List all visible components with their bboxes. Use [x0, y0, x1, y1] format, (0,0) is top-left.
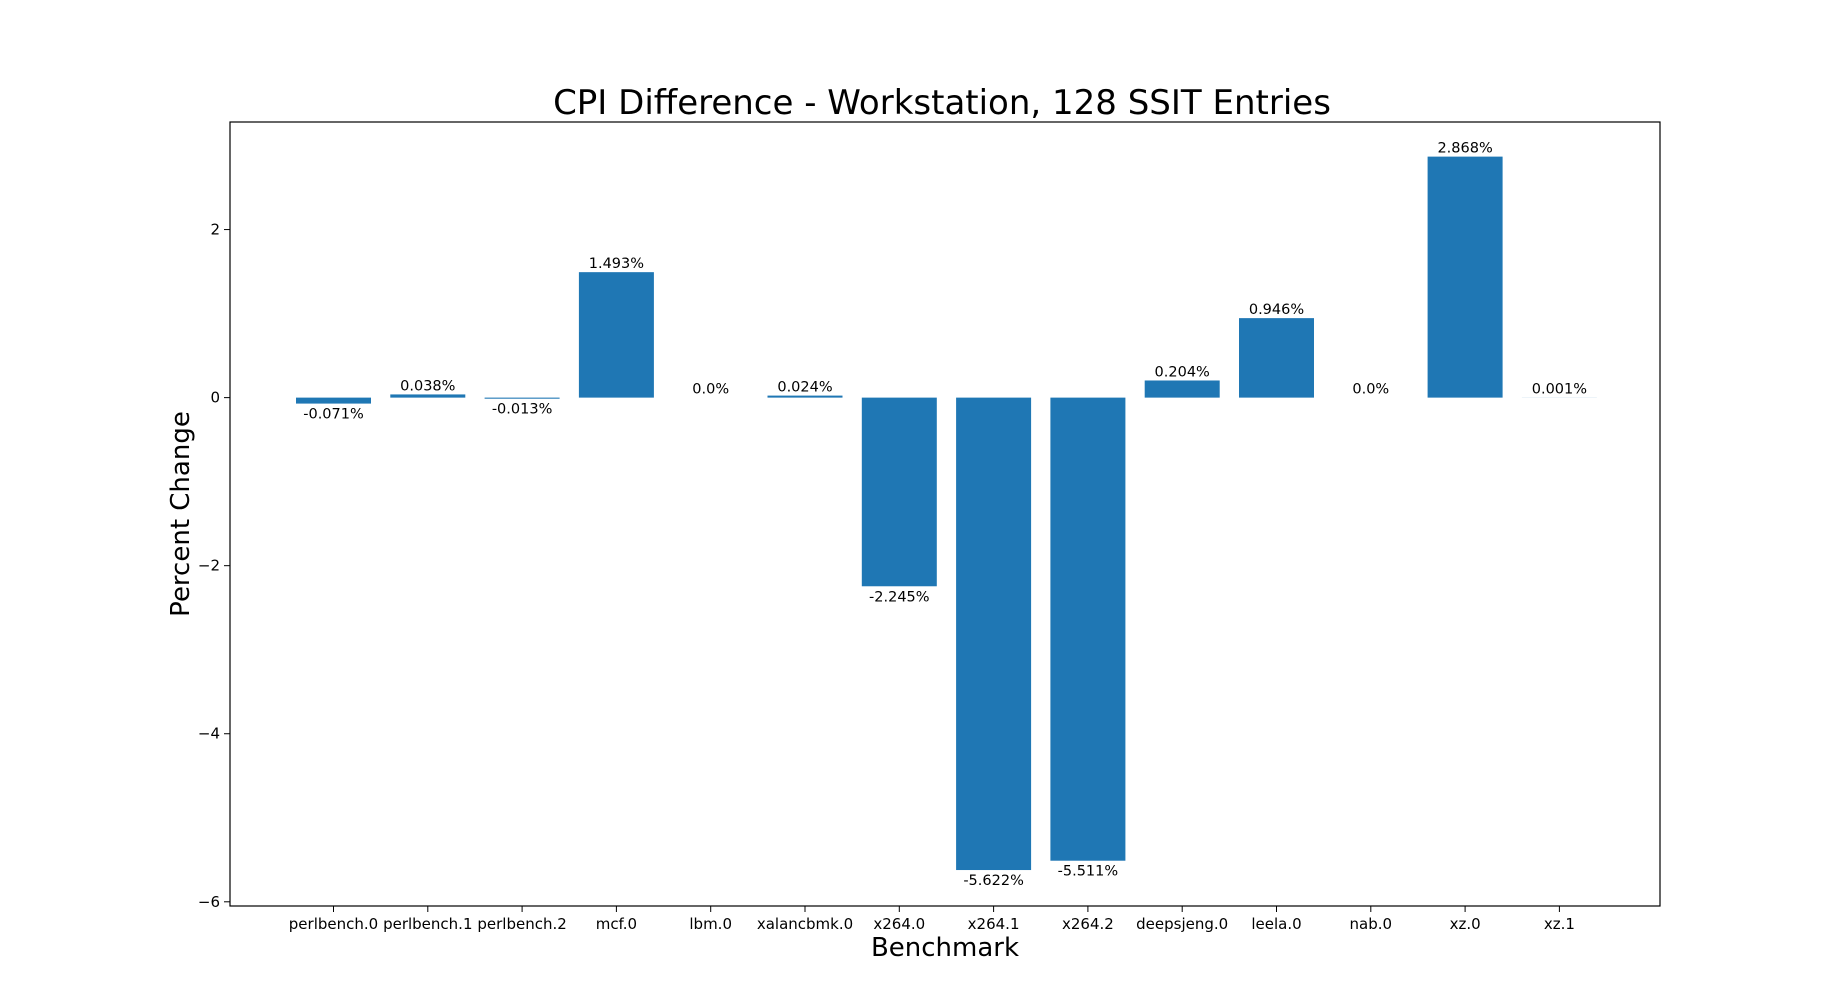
x-tick-label: x264.2 — [1062, 915, 1114, 933]
bar-value-label: 1.493% — [589, 256, 644, 272]
bars-group — [296, 156, 1597, 871]
plot-frame — [229, 121, 1661, 907]
bar-mcf.0 — [578, 272, 654, 398]
bar-perlbench.1 — [390, 394, 466, 398]
x-tick-label: xalancbmk.0 — [757, 915, 853, 933]
x-tick-label: x264.1 — [968, 915, 1020, 933]
x-tick-label: nab.0 — [1350, 915, 1393, 933]
bar-value-label: -5.622% — [963, 873, 1024, 889]
bar-value-label: 0.946% — [1249, 302, 1304, 318]
y-tick-label: −6 — [198, 893, 220, 911]
bar-value-label: -2.245% — [869, 589, 930, 605]
bar-x264.0 — [861, 397, 937, 587]
y-axis-label: Percent Change — [166, 411, 196, 617]
bar-xz.0 — [1427, 156, 1503, 398]
x-tick-label: xz.0 — [1450, 915, 1481, 933]
x-tick-label: lbm.0 — [689, 915, 732, 933]
bar-value-label: -0.013% — [492, 402, 553, 418]
bar-perlbench.2 — [484, 397, 560, 399]
bar-value-label: 0.038% — [400, 378, 455, 394]
bar-x264.2 — [1050, 397, 1126, 861]
x-axis-ticks: perlbench.0 perlbench.1 perlbench.2 mcf.0 lb… — [289, 906, 1575, 933]
y-axis-ticks: 2 0 −2 −4 −6 — [198, 221, 230, 911]
bar-x264.1 — [956, 397, 1032, 871]
y-tick-label: 2 — [210, 221, 220, 239]
plot-area: -0.071% 0.038% -0.013% 1.493% 0.0% 0.024% -2.2… — [198, 121, 1661, 933]
bar-value-label: 2.868% — [1437, 141, 1492, 157]
bar-value-label: -5.511% — [1058, 864, 1119, 880]
bar-value-label: 0.204% — [1155, 364, 1210, 380]
bar-value-label: 0.0% — [1352, 382, 1389, 398]
bar-labels-group: -0.071% 0.038% -0.013% 1.493% 0.0% 0.024% -2.2… — [303, 141, 1587, 889]
bar-xalancbmk.0 — [767, 395, 843, 398]
y-tick-label: −4 — [198, 725, 220, 743]
bar-deepsjeng.0 — [1144, 380, 1220, 398]
chart-title: CPI Difference - Workstation, 128 SSIT E… — [553, 83, 1331, 123]
bar-value-label: 0.0% — [692, 382, 729, 398]
y-tick-label: −2 — [198, 557, 220, 575]
x-tick-label: xz.1 — [1544, 915, 1575, 933]
bar-value-label: -0.071% — [303, 407, 364, 423]
x-axis-label: Benchmark — [871, 933, 1019, 963]
y-tick-label: 0 — [210, 389, 220, 407]
x-tick-label: leela.0 — [1251, 915, 1301, 933]
bar-value-label: 0.001% — [1532, 382, 1587, 398]
x-tick-label: deepsjeng.0 — [1136, 915, 1228, 933]
bar-perlbench.0 — [296, 397, 371, 404]
x-tick-label: perlbench.2 — [477, 915, 566, 933]
x-tick-label: perlbench.0 — [289, 915, 378, 933]
bar-value-label: 0.024% — [777, 380, 832, 396]
x-tick-label: perlbench.1 — [383, 915, 472, 933]
x-tick-label: x264.0 — [873, 915, 925, 933]
bar-leela.0 — [1239, 318, 1314, 398]
x-tick-label: mcf.0 — [596, 915, 637, 933]
